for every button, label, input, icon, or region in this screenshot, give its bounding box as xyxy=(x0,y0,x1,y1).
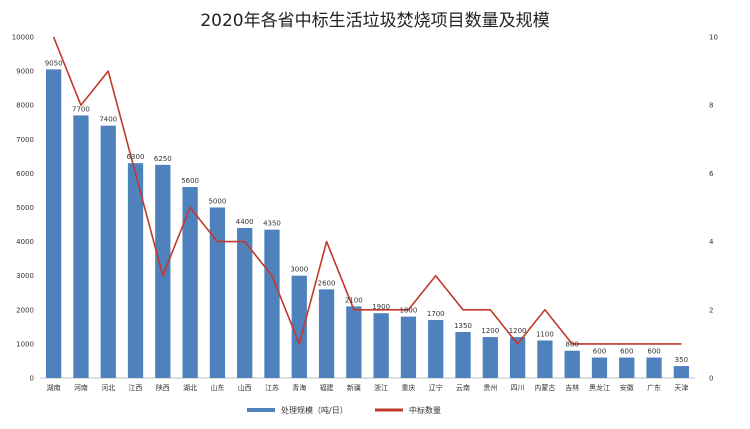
data-label: 3000 xyxy=(290,266,308,274)
data-label: 1200 xyxy=(509,327,527,335)
x-tick-label: 河北 xyxy=(101,384,115,392)
bar xyxy=(455,331,471,378)
data-label: 800 xyxy=(566,341,579,349)
x-tick-label: 福建 xyxy=(320,383,334,392)
x-tick-label: 天津 xyxy=(674,384,688,392)
data-label: 5600 xyxy=(181,177,199,185)
bar xyxy=(509,337,526,378)
x-tick-label: 湖北 xyxy=(183,383,197,392)
data-label: 5000 xyxy=(208,198,226,206)
data-label: 7400 xyxy=(99,116,117,124)
y-left-tick-label: 8000 xyxy=(16,102,34,110)
x-tick-label: 青海 xyxy=(292,383,306,392)
data-label: 1350 xyxy=(454,322,472,330)
bar xyxy=(209,207,226,378)
bar xyxy=(373,313,389,378)
y-right-tick-label: 0 xyxy=(709,375,713,383)
x-tick-label: 吉林 xyxy=(565,383,579,392)
x-tick-label: 广东 xyxy=(647,383,661,392)
data-label: 600 xyxy=(647,348,660,356)
bar xyxy=(264,229,280,378)
chart-title: 2020年各省中标生活垃圾焚烧项目数量及规模 xyxy=(200,11,549,31)
bar xyxy=(155,164,171,378)
y-left-tick-label: 3000 xyxy=(16,272,34,280)
bar xyxy=(291,275,307,378)
bar xyxy=(619,357,635,378)
y-left-tick-label: 5000 xyxy=(16,204,34,212)
data-label: 4350 xyxy=(263,220,281,228)
x-tick-label: 河南 xyxy=(74,383,88,392)
bar xyxy=(428,320,444,378)
bar xyxy=(318,289,335,378)
x-tick-label: 云南 xyxy=(456,383,470,392)
x-tick-label: 贵州 xyxy=(483,383,497,392)
data-label: 2100 xyxy=(345,296,363,304)
y-left-tick-label: 2000 xyxy=(16,306,34,314)
x-tick-label: 陕西 xyxy=(156,383,170,392)
data-label: 4400 xyxy=(236,218,254,226)
x-tick-label: 黑龙江 xyxy=(589,383,610,392)
data-label: 6250 xyxy=(154,155,172,163)
y-left-tick-label: 9000 xyxy=(16,68,34,76)
x-tick-label: 山东 xyxy=(210,383,224,392)
y-right-tick-label: 8 xyxy=(709,102,713,110)
x-tick-label: 浙江 xyxy=(374,383,388,392)
bar xyxy=(673,366,689,378)
bar xyxy=(646,357,662,378)
x-tick-label: 辽宁 xyxy=(429,383,443,392)
y-left-tick-label: 0 xyxy=(30,375,34,383)
data-label: 1100 xyxy=(536,330,554,338)
y-right-tick-label: 10 xyxy=(709,34,718,42)
data-label: 1700 xyxy=(427,310,445,318)
line-series xyxy=(52,36,682,345)
data-label: 350 xyxy=(675,356,688,364)
bar xyxy=(73,115,89,379)
y-right-tick-label: 2 xyxy=(709,306,713,314)
x-tick-label: 山西 xyxy=(238,383,252,392)
bar xyxy=(237,227,253,378)
data-label: 6300 xyxy=(127,153,145,161)
data-label: 2600 xyxy=(318,279,336,287)
bar xyxy=(591,357,608,378)
y-left-tick-label: 10000 xyxy=(12,34,34,42)
x-tick-label: 四川 xyxy=(511,384,525,392)
y-left-tick-label: 7000 xyxy=(16,136,34,144)
x-tick-label: 江苏 xyxy=(265,383,279,392)
x-tick-label: 内蒙古 xyxy=(534,383,555,392)
y-left-tick-label: 1000 xyxy=(16,340,34,348)
plot-area: 0100020003000400050006000700080009000100… xyxy=(12,34,718,393)
bar xyxy=(400,316,417,378)
data-label: 7700 xyxy=(72,105,90,113)
x-tick-label: 江西 xyxy=(129,384,143,392)
bar xyxy=(127,163,144,378)
data-label: 1900 xyxy=(372,303,390,311)
legend-label-line: 中标数量 xyxy=(409,405,441,415)
bar xyxy=(182,187,198,378)
legend-swatch-bar xyxy=(247,408,275,412)
bar xyxy=(46,69,62,379)
data-label: 1200 xyxy=(481,327,499,335)
legend: 处理规模（吨/日） 中标数量 xyxy=(247,405,441,415)
data-label: 1800 xyxy=(400,307,418,315)
bar xyxy=(346,306,362,378)
data-label: 600 xyxy=(620,348,633,356)
bar xyxy=(564,350,580,378)
bar xyxy=(482,337,498,378)
y-left-tick-label: 6000 xyxy=(16,170,34,178)
y-right-tick-label: 4 xyxy=(709,238,714,246)
data-label: 9050 xyxy=(45,59,63,67)
legend-label-bar: 处理规模（吨/日） xyxy=(281,405,348,415)
data-label: 600 xyxy=(593,348,606,356)
bar xyxy=(100,125,116,378)
bar xyxy=(537,340,553,378)
x-tick-label: 湖南 xyxy=(47,383,61,392)
x-tick-label: 安徽 xyxy=(620,383,634,392)
x-tick-label: 重庆 xyxy=(401,383,415,392)
y-right-tick-label: 6 xyxy=(709,170,714,178)
y-left-tick-label: 4000 xyxy=(16,238,34,246)
x-tick-label: 新疆 xyxy=(347,383,361,392)
